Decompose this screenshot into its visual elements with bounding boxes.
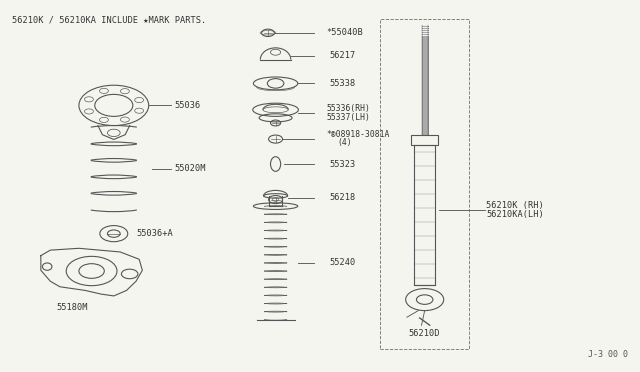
Text: 56210KA(LH): 56210KA(LH) — [486, 210, 544, 219]
Text: 55336(RH): 55336(RH) — [326, 104, 370, 113]
Text: 56210K (RH): 56210K (RH) — [486, 201, 544, 210]
Bar — [412, 135, 438, 145]
Text: 55337(LH): 55337(LH) — [326, 113, 370, 122]
Text: (4): (4) — [338, 138, 353, 147]
Text: 56210D: 56210D — [409, 329, 440, 338]
Bar — [422, 25, 428, 135]
Text: 56218: 56218 — [330, 193, 356, 202]
Text: 55036+A: 55036+A — [136, 229, 173, 238]
Text: J-3 00 0: J-3 00 0 — [588, 350, 628, 359]
Text: 56217: 56217 — [330, 51, 356, 60]
Bar — [414, 145, 435, 285]
Text: 55338: 55338 — [330, 79, 356, 88]
Text: 55240: 55240 — [330, 259, 356, 267]
Text: 55180M: 55180M — [57, 303, 88, 312]
Text: *®08918-3081A: *®08918-3081A — [326, 130, 390, 139]
Text: 55323: 55323 — [330, 160, 356, 169]
Text: *55040B: *55040B — [326, 28, 363, 37]
Bar — [380, 19, 469, 349]
Text: 55020M: 55020M — [174, 164, 205, 173]
Text: 55036: 55036 — [174, 101, 200, 110]
Text: 56210K / 56210KA INCLUDE ★MARK PARTS.: 56210K / 56210KA INCLUDE ★MARK PARTS. — [12, 16, 207, 25]
